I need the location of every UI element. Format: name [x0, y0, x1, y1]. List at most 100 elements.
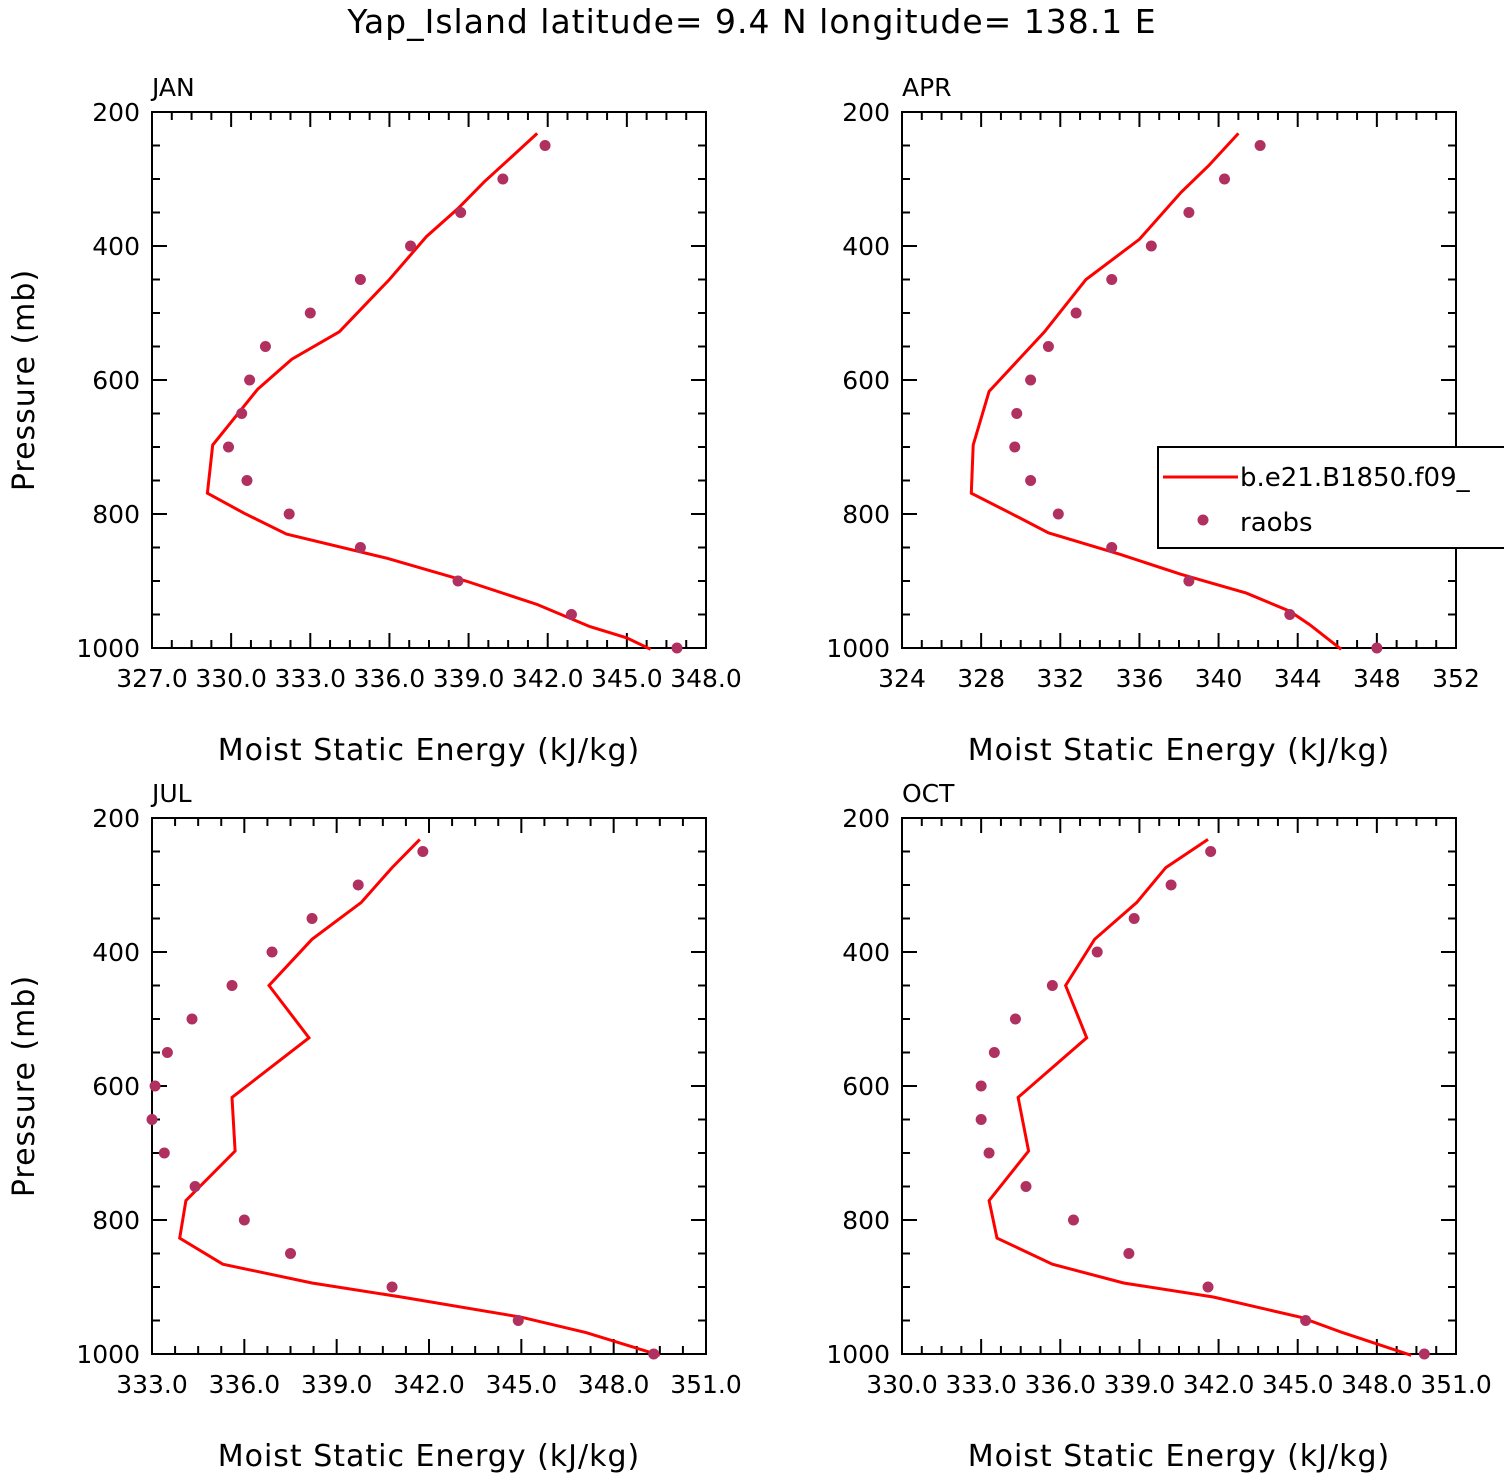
- x-tick-label: 336.0: [1024, 1370, 1096, 1399]
- panel-jul: 333.0 336.0 339.0 342.0 345.0 348.0 351.0 200 40…: [7, 779, 742, 1474]
- obs-point: [1202, 1281, 1214, 1293]
- panel-oct: 330.0 333.0 336.0 339.0 342.0 345.0 348.0 351.0…: [826, 779, 1491, 1474]
- obs-point: [1052, 508, 1064, 520]
- obs-point: [1042, 341, 1054, 352]
- obs-point: [161, 1047, 173, 1058]
- x-tick-label: 324: [878, 664, 926, 693]
- x-tick-label: 340: [1195, 664, 1243, 693]
- legend-model-label: b.e21.B1850.f09_: [1240, 463, 1471, 493]
- obs-point: [158, 1147, 170, 1159]
- obs-point: [354, 274, 366, 285]
- obs-point: [671, 642, 683, 654]
- y-tick-label: 200: [842, 804, 890, 833]
- obs-point: [648, 1348, 660, 1360]
- x-tick-label: 339.0: [433, 664, 505, 693]
- figure-title: Yap_Island latitude= 9.4 N longitude= 13…: [347, 2, 1157, 41]
- panel-jan: 327.0 330.0 333.0 336.0 339.0 342.0 345.0 348.0…: [7, 73, 742, 768]
- obs-point: [386, 1281, 398, 1293]
- x-tick-label: 345.0: [1262, 1370, 1334, 1399]
- y-axis-title: Pressure (mb): [7, 269, 42, 491]
- x-tick-label: 336.0: [354, 664, 426, 693]
- y-tick-label: 400: [842, 232, 890, 261]
- model-series-line: [987, 838, 1412, 1357]
- x-tick-label: 330.0: [866, 1370, 938, 1399]
- obs-point: [975, 1114, 987, 1125]
- obs-point: [236, 408, 248, 419]
- obs-point: [452, 575, 464, 587]
- obs-point: [1145, 240, 1157, 252]
- x-tick-label: 351.0: [670, 1370, 742, 1399]
- x-tick-label: 352: [1432, 664, 1480, 693]
- panel-label: OCT: [902, 779, 955, 808]
- obs-point: [244, 374, 256, 386]
- x-tick-label: 345.0: [591, 664, 663, 693]
- x-tick-label: 332: [1036, 664, 1084, 693]
- obs-point: [417, 846, 429, 857]
- y-axis-title: Pressure (mb): [7, 975, 42, 1197]
- obs-point: [1418, 1348, 1430, 1360]
- x-tick-label: 339.0: [301, 1370, 373, 1399]
- obs-point: [1371, 642, 1383, 654]
- x-tick-label: 348.0: [1341, 1370, 1413, 1399]
- obs-point: [146, 1114, 158, 1125]
- obs-point: [1106, 542, 1118, 553]
- x-tick-label: 342.0: [1183, 1370, 1255, 1399]
- x-tick-label: 336.0: [209, 1370, 281, 1399]
- y-tick-label: 400: [92, 232, 140, 261]
- obs-point: [983, 1147, 995, 1159]
- y-tick-label: 200: [842, 98, 890, 127]
- y-tick-label: 600: [842, 366, 890, 395]
- obs-point: [1300, 1315, 1312, 1326]
- obs-point: [226, 980, 238, 991]
- obs-point: [1025, 475, 1037, 486]
- plot-frame: [151, 817, 707, 1355]
- obs-point: [1025, 374, 1037, 386]
- x-tick-label: 345.0: [486, 1370, 558, 1399]
- obs-point: [283, 508, 295, 520]
- obs-point: [1011, 408, 1023, 419]
- x-tick-label: 342.0: [393, 1370, 465, 1399]
- x-tick-label: 348.0: [670, 664, 742, 693]
- obs-point: [1091, 946, 1103, 958]
- y-tick-label: 600: [92, 1072, 140, 1101]
- panel-label: JAN: [150, 73, 195, 102]
- panel-label: JUL: [150, 779, 192, 808]
- obs-point: [1046, 980, 1058, 991]
- y-tick-label: 800: [92, 1206, 140, 1235]
- obs-point: [306, 913, 318, 924]
- y-tick-label: 800: [92, 500, 140, 529]
- legend-box: [1157, 446, 1504, 549]
- obs-point: [352, 879, 364, 891]
- x-axis-title: Moist Static Energy (kJ/kg): [968, 1439, 1391, 1474]
- obs-point: [285, 1248, 296, 1259]
- y-tick-label: 600: [92, 366, 140, 395]
- obs-point: [405, 240, 417, 252]
- x-tick-label: 342.0: [512, 664, 584, 693]
- y-tick-label: 600: [842, 1072, 890, 1101]
- x-tick-label: 330.0: [195, 664, 267, 693]
- y-tick-label: 200: [92, 98, 140, 127]
- x-tick-label: 328: [957, 664, 1005, 693]
- obs-point: [988, 1047, 1000, 1058]
- obs-point: [497, 173, 509, 185]
- y-tick-label: 1000: [826, 1340, 890, 1369]
- y-tick-label: 200: [92, 804, 140, 833]
- y-tick-label: 800: [842, 500, 890, 529]
- obs-point: [259, 341, 271, 352]
- obs-point: [512, 1315, 524, 1326]
- model-series-line: [969, 132, 1343, 651]
- x-tick-label: 348.0: [578, 1370, 650, 1399]
- x-tick-label: 333.0: [274, 664, 346, 693]
- obs-point: [238, 1214, 250, 1226]
- obs-point: [1165, 879, 1177, 891]
- y-tick-label: 400: [92, 938, 140, 967]
- legend-obs-label: raobs: [1240, 508, 1313, 538]
- y-tick-label: 400: [842, 938, 890, 967]
- y-tick-label: 800: [842, 1206, 890, 1235]
- obs-point: [304, 307, 316, 319]
- obs-point: [1254, 140, 1266, 151]
- legend: b.e21.B1850.f09_raobs: [1157, 446, 1504, 549]
- x-tick-label: 351.0: [1420, 1370, 1492, 1399]
- model-series-line: [178, 838, 661, 1357]
